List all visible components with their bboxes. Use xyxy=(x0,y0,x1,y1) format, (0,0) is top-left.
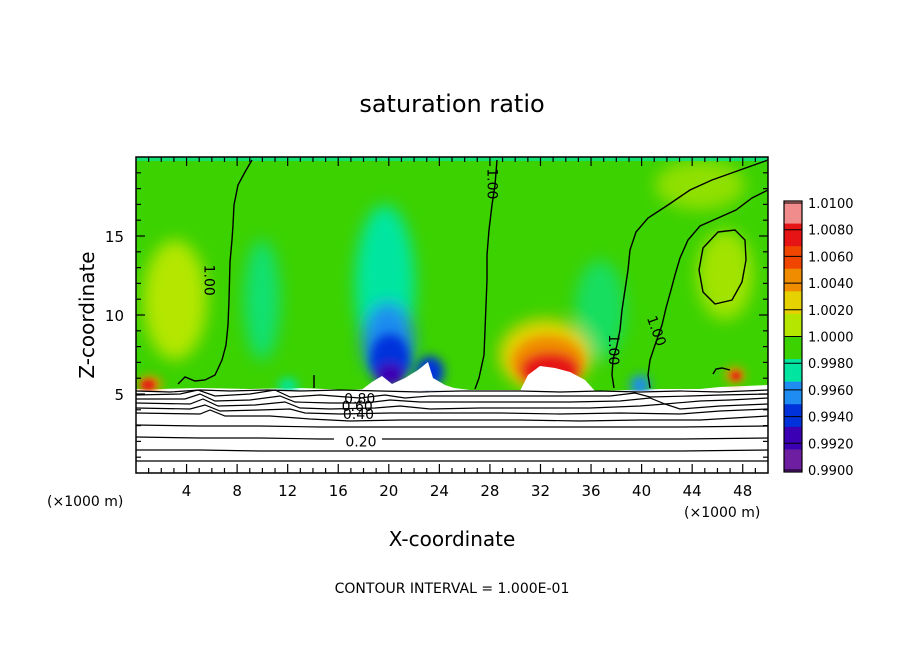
contour-interval-note: CONTOUR INTERVAL = 1.000E-01 xyxy=(335,581,570,597)
contour-label: 1.00 xyxy=(605,334,621,365)
contour-label: 1.00 xyxy=(200,265,216,296)
contour-1.00-closed xyxy=(698,229,747,305)
x-tick-label: 40 xyxy=(632,482,651,500)
heatmap-field: 1.001.001.001.000.800.600.400.20 xyxy=(136,157,768,473)
colorbar-label: 0.9980 xyxy=(808,357,854,372)
y-tick-label: 15 xyxy=(105,228,124,246)
right-yellow-zone xyxy=(697,230,753,320)
colorbar-swatch xyxy=(784,381,802,405)
colorbar-label: 0.9940 xyxy=(808,411,854,426)
colorbar-label: 0.9960 xyxy=(808,384,854,399)
colorbar-swatch xyxy=(784,291,802,315)
x-tick-label: 48 xyxy=(733,482,752,500)
colorbar: 1.0100 1.0080 1.0060 1.0040 1.0020 1.0000 0.99… xyxy=(783,197,854,479)
contour-label: 0.80 xyxy=(344,392,375,408)
colorbar-swatch xyxy=(784,201,802,225)
x-tick-label: 36 xyxy=(581,482,600,500)
stable-layer-contours xyxy=(136,389,768,462)
right-cyan-plume xyxy=(575,260,625,360)
colorbar-label: 1.0080 xyxy=(808,224,854,239)
left-cyan-plume xyxy=(244,240,280,360)
contour-1.00-right-a xyxy=(611,159,768,389)
colorbar-label: 1.0000 xyxy=(808,331,854,346)
x-tick-label: 32 xyxy=(531,482,550,500)
colorbar-label: 0.9920 xyxy=(808,437,854,452)
contour-label: 0.40 xyxy=(343,407,374,423)
colorbar-swatch xyxy=(784,404,802,428)
contour-1.00-left xyxy=(177,159,253,385)
colorbar-swatch xyxy=(784,246,802,270)
x-tick-label: 24 xyxy=(430,482,449,500)
x-tick-label: 4 xyxy=(182,482,192,500)
colorbar-label: 1.0040 xyxy=(808,277,854,292)
left-edge-red xyxy=(141,380,155,390)
y-axis: 5 10 15 xyxy=(105,172,768,458)
colorbar-swatch xyxy=(784,336,802,360)
chart-title: saturation ratio xyxy=(359,90,544,118)
contour-label: 0.20 xyxy=(345,434,376,450)
colorbar-swatch xyxy=(784,268,802,292)
x-unit-right: (×1000 m) xyxy=(684,505,760,521)
x-tick-label: 16 xyxy=(329,482,348,500)
colorbar-label: 0.9900 xyxy=(808,464,854,479)
colorbar-label: 1.0020 xyxy=(808,304,854,319)
blue-spot-40 xyxy=(630,375,650,391)
left-yellow-zone xyxy=(143,240,207,360)
x-axis: 4 8 12 16 20 24 28 32 36 40 44 48 xyxy=(148,157,756,500)
colorbar-label: 1.0060 xyxy=(808,250,854,265)
colorbar-swatch xyxy=(784,313,802,337)
x-axis-label: X-coordinate xyxy=(389,527,516,551)
x-tick-label: 44 xyxy=(683,482,702,500)
contour-1.00-mid xyxy=(474,159,498,390)
colorbar-swatch xyxy=(784,449,802,473)
contour-label: 0.60 xyxy=(342,399,373,415)
colorbar-swatch xyxy=(784,359,802,383)
y-axis-label: Z-coordinate xyxy=(75,251,99,378)
x-tick-label: 12 xyxy=(278,482,297,500)
cyan-spot-12 xyxy=(278,378,298,391)
colorbar-swatch xyxy=(784,426,802,450)
x-unit-left: (×1000 m) xyxy=(47,494,123,510)
contour-1.00-right-b xyxy=(647,189,768,389)
white-gap-center xyxy=(360,362,460,391)
right-edge-red xyxy=(731,372,741,380)
x-tick-label: 20 xyxy=(379,482,398,500)
contour-1.00-small xyxy=(712,367,731,375)
white-gap-red-zone xyxy=(520,366,595,391)
colorbar-swatch xyxy=(784,223,802,247)
y-tick-label: 5 xyxy=(114,386,124,404)
colorbar-label: 1.0100 xyxy=(808,197,854,212)
x-tick-label: 28 xyxy=(480,482,499,500)
y-tick-label: 10 xyxy=(105,307,124,325)
contour-label: 1.00 xyxy=(483,168,499,199)
x-tick-label: 8 xyxy=(232,482,242,500)
